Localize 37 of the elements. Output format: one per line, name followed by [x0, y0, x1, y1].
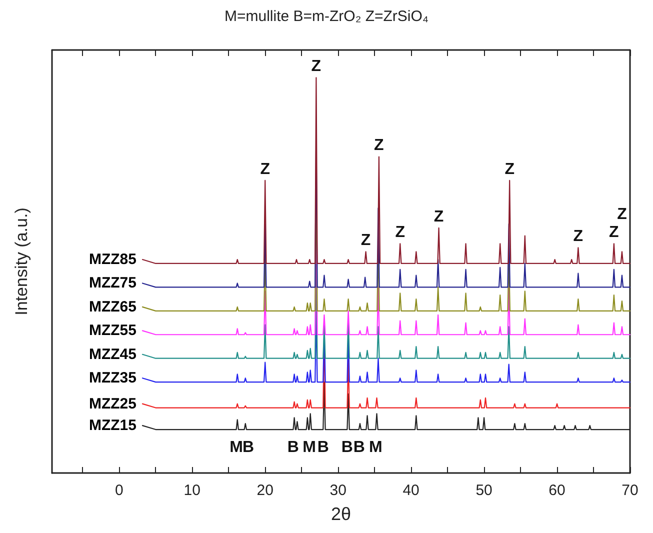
y-axis-title: Intensity (a.u.) [12, 208, 31, 316]
annotation: Z [609, 224, 620, 242]
annotation: Z [360, 232, 371, 250]
series-label: MZZ25 [88, 395, 136, 412]
annotation: Z [573, 228, 584, 246]
series-label: MZZ35 [88, 370, 136, 387]
annotation: B [317, 439, 329, 456]
x-tick-label: 0 [114, 482, 124, 499]
x-axis-title: 2θ [330, 504, 352, 524]
series-label: MZZ85 [88, 251, 136, 268]
annotation: B [353, 439, 365, 456]
annotation: B [287, 439, 299, 456]
annotation: B [341, 439, 353, 456]
x-tick-label: 50 [476, 482, 492, 499]
series-label: MZZ65 [88, 298, 136, 316]
x-tick-label: 70 [622, 482, 638, 499]
annotation: Z [504, 160, 515, 178]
annotation: Z [311, 58, 322, 76]
annotation: B [242, 439, 254, 456]
x-tick-label: 30 [330, 482, 346, 499]
annotation: Z [260, 160, 270, 178]
annotation: Z [374, 137, 384, 154]
x-tick-label: 20 [256, 482, 274, 499]
annotation: Z [617, 206, 628, 224]
x-tick-label: 60 [548, 482, 566, 499]
chart-title: M=mullite B=m-ZrO₂ Z=ZrSiO₄ [224, 8, 429, 25]
series-label: MZZ45 [88, 346, 136, 363]
annotation: Z [395, 224, 406, 242]
x-tick-label: 10 [184, 482, 200, 499]
series-label: MZZ55 [88, 322, 136, 340]
annotation: M [230, 439, 243, 456]
annotation: M [302, 439, 316, 456]
series-label: MZZ75 [88, 274, 136, 292]
annotation: M [369, 439, 382, 456]
x-tick-label: 40 [402, 482, 420, 499]
series-label: MZZ15 [88, 417, 136, 434]
annotation: Z [434, 208, 444, 226]
